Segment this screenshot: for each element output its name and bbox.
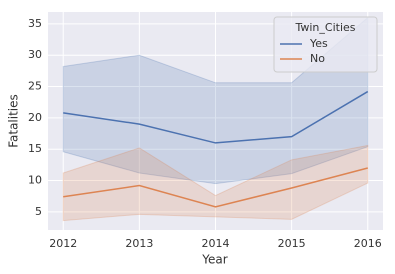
y-axis-label: Fatalities [7,94,21,148]
y-tick-label: 15 [28,142,42,155]
x-tick-label: 2013 [125,237,153,250]
legend: Twin_Cities Yes No [273,16,378,73]
x-tick-label: 2015 [278,237,306,250]
y-tick-label: 35 [28,17,42,30]
x-tick-label: 2014 [202,237,230,250]
series-line [63,167,368,208]
x-tick-label: 2012 [49,237,77,250]
y-tick-label: 20 [28,111,42,124]
legend-title: Twin_Cities [294,21,355,34]
y-tick-label: 30 [28,48,42,61]
confidence-band [62,144,369,222]
series-line [63,90,369,144]
grid [48,12,383,230]
x-tick-label: 2016 [354,237,382,250]
y-tick-label: 25 [28,80,42,93]
y-tick-label: 5 [35,205,42,218]
legend-label: No [310,52,325,65]
marks [62,16,369,222]
y-tick-label: 10 [28,174,42,187]
labels: 5 10 15 20 25 30 35 2012 2013 2014 2015 2016 [28,17,382,250]
legend-label: Yes [309,37,328,50]
confidence-band [62,16,369,185]
x-axis-label: Year [201,253,227,267]
